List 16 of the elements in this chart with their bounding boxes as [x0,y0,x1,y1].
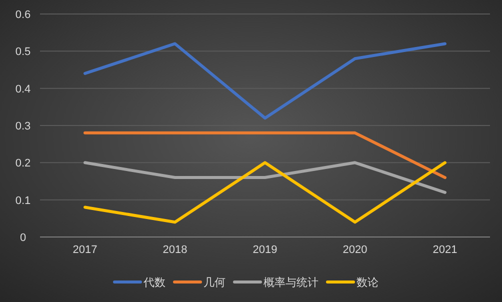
y-tick-label: 0.6 [15,9,31,21]
y-tick-label: 0.2 [15,158,31,170]
x-tick-label: 2018 [162,244,188,256]
y-tick-label: 0.3 [15,120,31,132]
y-tick-label: 0.4 [15,83,31,96]
y-tick-label: 0.1 [15,194,31,207]
legend-label: 代数 [142,277,166,289]
y-tick-label: 0 [20,232,26,244]
x-tick-label: 2020 [342,244,368,256]
x-tick-label: 2019 [252,244,278,256]
legend-label: 几何 [204,277,226,289]
x-tick-label: 2017 [72,244,98,256]
x-tick-label: 2021 [432,244,458,256]
legend-label: 数论 [356,277,378,289]
y-tick-label: 0.5 [15,46,31,58]
legend-label: 概率与统计 [264,276,318,289]
